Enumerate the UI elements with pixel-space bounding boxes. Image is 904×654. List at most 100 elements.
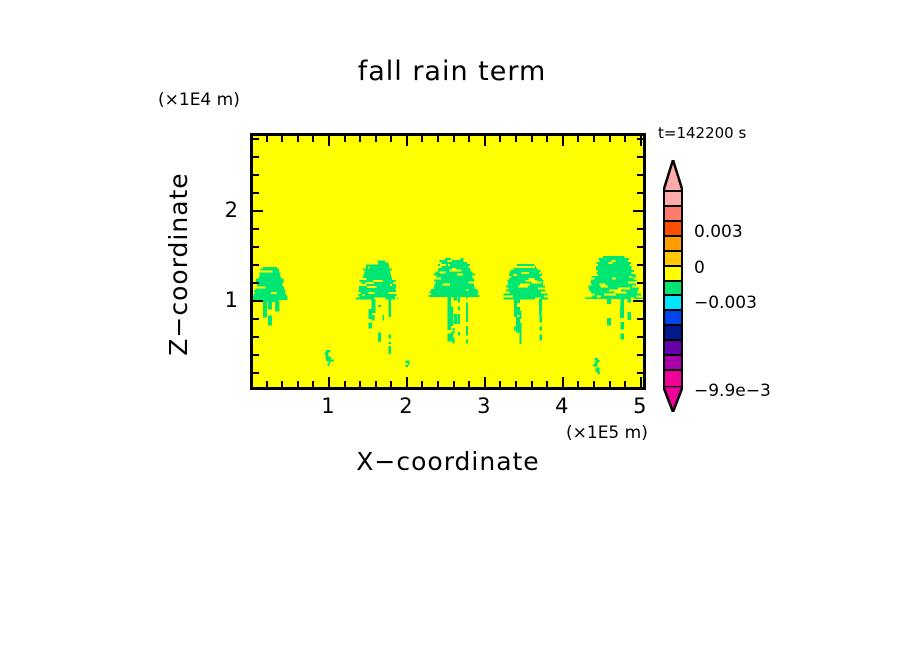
colorbar-bands <box>663 190 683 388</box>
tick-y-right <box>637 282 643 285</box>
tick-y-left <box>253 228 259 231</box>
tick-x-bottom <box>608 381 611 387</box>
tick-x-top <box>515 136 518 142</box>
tick-x-bottom <box>312 381 315 387</box>
tick-x-bottom <box>390 381 393 387</box>
colorbar-band <box>665 356 681 372</box>
tick-x-bottom <box>281 381 284 387</box>
tick-x-top <box>437 136 440 142</box>
tick-x-bottom <box>405 377 408 387</box>
tick-y-right <box>637 138 643 141</box>
tick-y-right <box>637 354 643 357</box>
x-tick-label: 4 <box>555 394 569 418</box>
colorbar-tick-label: 0.003 <box>694 222 743 242</box>
tick-y-right <box>637 228 643 231</box>
tick-x-bottom <box>468 381 471 387</box>
tick-x-bottom <box>483 377 486 387</box>
tick-x-bottom <box>592 381 595 387</box>
colorbar-band <box>665 281 681 297</box>
tick-y-left <box>253 174 259 177</box>
colorbar-band <box>665 266 681 282</box>
colorbar-band <box>665 371 681 386</box>
tick-x-top <box>483 136 486 146</box>
tick-y-left <box>253 318 259 321</box>
tick-x-bottom <box>452 381 455 387</box>
x-tick-label: 1 <box>321 394 335 418</box>
tick-x-bottom <box>639 377 642 387</box>
tick-x-top <box>390 136 393 142</box>
tick-y-left <box>253 282 259 285</box>
tick-x-top <box>592 136 595 142</box>
tick-y-right <box>637 156 643 159</box>
colorbar-arrow-bottom-icon <box>663 386 683 412</box>
tick-y-left <box>253 354 259 357</box>
x-tick-label: 5 <box>633 394 647 418</box>
tick-x-top <box>281 136 284 142</box>
colorbar-band <box>665 326 681 342</box>
colorbar-tick-label: −9.9e−3 <box>694 381 771 401</box>
tick-x-bottom <box>530 381 533 387</box>
tick-x-bottom <box>296 381 299 387</box>
y-tick-label: 2 <box>224 198 238 223</box>
plot-area <box>250 133 646 390</box>
tick-x-top <box>421 136 424 142</box>
tick-x-bottom <box>359 381 362 387</box>
tick-x-top <box>468 136 471 142</box>
tick-x-top <box>374 136 377 142</box>
tick-x-bottom <box>515 381 518 387</box>
tick-y-left <box>253 336 259 339</box>
x-tick-label: 2 <box>399 394 413 418</box>
tick-x-top <box>624 136 627 142</box>
tick-y-left <box>253 138 259 141</box>
colorbar-band <box>665 341 681 357</box>
tick-x-bottom <box>577 381 580 387</box>
colorbar-band <box>665 192 681 207</box>
colorbar-band <box>665 206 681 222</box>
tick-y-left <box>253 192 259 195</box>
tick-y-right <box>637 264 643 267</box>
tick-x-bottom <box>624 381 627 387</box>
tick-x-top <box>359 136 362 142</box>
tick-x-top <box>608 136 611 142</box>
tick-y-left <box>253 156 259 159</box>
tick-x-top <box>499 136 502 142</box>
tick-x-bottom <box>327 377 330 387</box>
tick-x-top <box>639 136 642 146</box>
heatmap-field <box>253 256 643 375</box>
y-axis-title: Z−coordinate <box>164 172 193 356</box>
page-title: fall rain term <box>357 56 547 87</box>
colorbar-band <box>665 221 681 237</box>
tick-x-bottom <box>265 381 268 387</box>
tick-y-right <box>637 336 643 339</box>
tick-x-bottom <box>546 381 549 387</box>
colorbar-tick-label: 0 <box>694 258 705 278</box>
tick-x-top <box>452 136 455 142</box>
tick-x-top <box>312 136 315 142</box>
tick-y-left <box>253 372 259 375</box>
timestamp-label: t=142200 s <box>658 124 747 142</box>
tick-x-top <box>546 136 549 142</box>
tick-y-right <box>637 192 643 195</box>
tick-x-top <box>343 136 346 142</box>
y-axis-unit-label: (×1E4 m) <box>158 90 240 110</box>
tick-x-bottom <box>499 381 502 387</box>
tick-y-right <box>633 300 643 303</box>
tick-x-bottom <box>561 377 564 387</box>
tick-x-top <box>265 136 268 142</box>
tick-x-bottom <box>437 381 440 387</box>
x-axis-unit-label: (×1E5 m) <box>566 423 648 443</box>
tick-y-right <box>637 174 643 177</box>
tick-y-right <box>637 318 643 321</box>
tick-x-bottom <box>421 381 424 387</box>
tick-y-left <box>253 246 259 249</box>
colorbar-band <box>665 296 681 312</box>
tick-y-left <box>253 210 263 213</box>
tick-x-top <box>296 136 299 142</box>
tick-x-bottom <box>343 381 346 387</box>
tick-x-top <box>530 136 533 142</box>
colorbar-arrow-top-icon <box>663 160 683 192</box>
tick-x-top <box>561 136 564 146</box>
tick-x-top <box>577 136 580 142</box>
tick-x-top <box>405 136 408 146</box>
colorbar-band <box>665 236 681 252</box>
